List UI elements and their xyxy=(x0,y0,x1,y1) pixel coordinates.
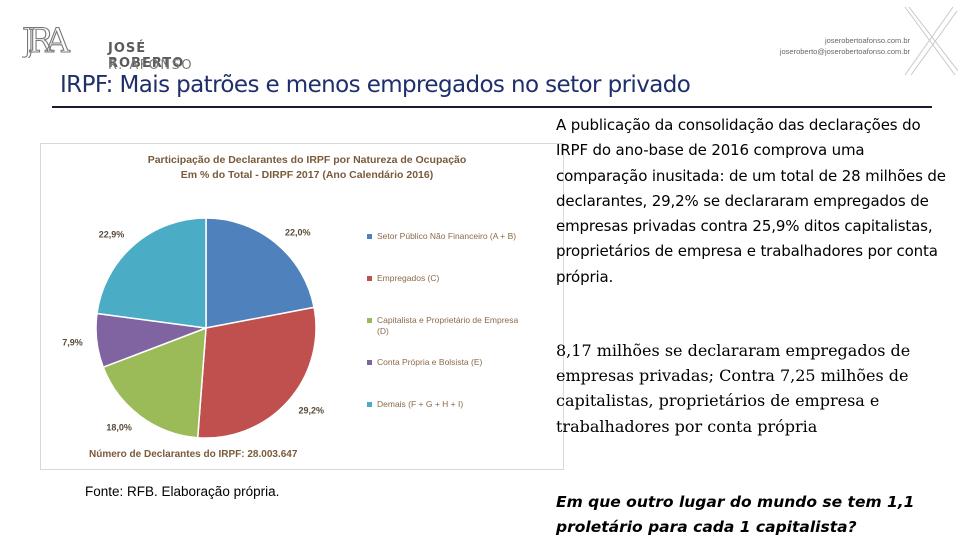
pie-value-label-4: 7,9% xyxy=(62,337,83,347)
legend-swatch-4 xyxy=(367,360,372,365)
legend-swatch-3 xyxy=(367,318,372,323)
pie-chart: Participação de Declarantes do IRPF por … xyxy=(62,154,519,460)
contact-email[interactable]: joseroberto@joserobertoafonso.com.br xyxy=(779,47,910,56)
chart-footer: Número de Declarantes do IRPF: 28.003.64… xyxy=(89,449,298,460)
pie-slice-2 xyxy=(196,306,317,439)
pie-slices xyxy=(95,217,317,439)
title-underline xyxy=(52,106,932,108)
pie-chart-panel: Participação de Declarantes do IRPF por … xyxy=(40,143,564,470)
source-note: Fonte: RFB. Elaboração própria. xyxy=(85,484,280,499)
slide-title: IRPF: Mais patrões e menos empregados no… xyxy=(60,72,691,98)
legend-label-2: Empregados (C) xyxy=(377,273,440,283)
logo-mark: JRA xyxy=(22,20,79,58)
contact-website[interactable]: joserobertoafonso.com.br xyxy=(824,36,910,45)
legend-swatch-5 xyxy=(367,402,372,407)
paragraph-question: Em que outro lugar do mundo se tem 1,1 p… xyxy=(556,493,915,536)
legend-swatch-1 xyxy=(367,234,372,239)
pie-slice-3 xyxy=(102,326,207,439)
logo-subtitle: R. AFONSO xyxy=(108,58,194,73)
chart-title-line1: Participação de Declarantes do IRPF por … xyxy=(148,154,467,166)
paragraph-figures: 8,17 milhões se declararam empregados de… xyxy=(556,341,911,436)
legend-label-3: Capitalista e Proprietário de Empresa (D) xyxy=(377,315,519,336)
paragraph-intro: A publicação da consolidação das declara… xyxy=(556,116,946,286)
pie-value-label-3: 18,0% xyxy=(106,422,132,432)
corner-x-decoration xyxy=(904,6,958,76)
pie-value-label-5: 22,9% xyxy=(99,230,125,240)
legend-swatch-2 xyxy=(367,276,372,281)
pie-value-label-1: 22,0% xyxy=(285,228,311,238)
logo: JRA JOSÉ ROBERTO R. AFONSO xyxy=(22,18,222,73)
pie-legend: Setor Público Não Financeiro (A + B) Empr… xyxy=(367,231,519,409)
legend-label-4: Conta Própria e Bolsista (E) xyxy=(377,357,483,367)
logo-name: JOSÉ ROBERTO xyxy=(108,41,185,71)
pie-slice-5 xyxy=(96,217,207,329)
pie-slice-1 xyxy=(205,217,315,329)
chart-title-line2: Em % do Total - DIRPF 2017 (Ano Calendár… xyxy=(181,169,433,181)
legend-label-1: Setor Público Não Financeiro (A + B) xyxy=(377,231,516,241)
pie-value-labels: 22,0% 29,2% 18,0% 7,9% 22,9% xyxy=(62,228,324,433)
pie-value-label-2: 29,2% xyxy=(299,406,325,416)
legend-label-5: Demais (F + G + H + I) xyxy=(377,399,463,409)
contact-info: joserobertoafonso.com.br joseroberto@jos… xyxy=(780,35,910,57)
logo-monogram: JRA xyxy=(22,21,70,58)
